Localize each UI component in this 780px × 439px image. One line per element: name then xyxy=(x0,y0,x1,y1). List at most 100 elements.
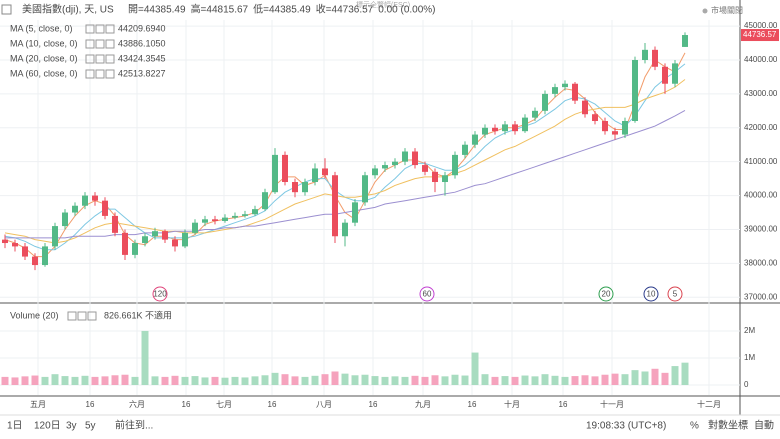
zoom-hint: 標示全覽幅(ESC) xyxy=(356,0,410,9)
volume-bar xyxy=(391,376,399,385)
auto-button[interactable]: 自動 xyxy=(754,419,774,432)
legend-button[interactable] xyxy=(85,54,95,64)
x-tick-label: 十二月 xyxy=(697,399,721,409)
candle-body xyxy=(212,219,218,221)
volume-bar xyxy=(91,376,99,385)
legend-button[interactable] xyxy=(77,311,87,321)
y-tick-label: 41000.00 xyxy=(744,157,778,166)
legend-button[interactable] xyxy=(85,39,95,49)
candle-body xyxy=(252,209,258,215)
volume-bar xyxy=(371,376,379,385)
market-status: 市場關閉 xyxy=(711,5,743,15)
lookback-marker xyxy=(643,286,659,302)
volume-bar xyxy=(631,370,639,385)
x-tick-label: 七月 xyxy=(216,400,232,409)
legend-name: MA (60, close, 0) xyxy=(10,68,78,78)
legend-button[interactable] xyxy=(67,311,77,321)
legend-button[interactable] xyxy=(105,39,115,49)
range-button[interactable]: 5y xyxy=(85,421,96,432)
volume-bar xyxy=(361,374,369,385)
candle-body xyxy=(232,215,238,218)
volume-bar xyxy=(431,375,439,385)
volume-bar xyxy=(451,374,459,385)
volume-bar xyxy=(181,376,189,385)
x-tick-label: 十月 xyxy=(504,399,520,409)
range-button[interactable]: 3y xyxy=(66,421,77,432)
range-button[interactable]: 1日 xyxy=(7,421,23,432)
legend-value: 44209.6940 xyxy=(118,23,166,33)
volume-bar xyxy=(111,375,119,385)
candle-body xyxy=(282,154,288,183)
legend-button[interactable] xyxy=(85,24,95,34)
volume-bar xyxy=(211,376,219,385)
volume-bar xyxy=(291,376,299,385)
volume-bar xyxy=(571,376,579,385)
volume-bar xyxy=(381,376,389,385)
x-tick-label: 16 xyxy=(182,400,191,409)
volume-bar xyxy=(11,377,19,385)
legend-button[interactable] xyxy=(95,24,105,34)
legend-button[interactable] xyxy=(95,69,105,79)
x-tick-label: 16 xyxy=(559,400,568,409)
candle-body xyxy=(352,202,358,223)
lookback-marker xyxy=(667,286,683,302)
candle-body xyxy=(322,168,328,176)
candle-body xyxy=(112,215,118,233)
candle-body xyxy=(342,222,348,237)
y-tick-label: 37000.00 xyxy=(744,292,778,301)
legend-button[interactable] xyxy=(95,54,105,64)
y-tick-label: 38000.00 xyxy=(744,258,778,267)
volume-bar xyxy=(601,374,609,385)
volume-bar xyxy=(471,352,479,385)
legend-button[interactable] xyxy=(105,69,115,79)
change: 0.00 (0.00%) xyxy=(378,5,435,16)
x-tick-label: 16 xyxy=(468,400,477,409)
ma-line xyxy=(5,109,686,239)
legend-button[interactable] xyxy=(85,69,95,79)
volume-bar xyxy=(141,330,149,385)
clock: 19:08:33 (UTC+8) xyxy=(586,421,666,432)
volume-bar xyxy=(321,374,329,385)
volume-bar xyxy=(611,373,619,385)
candle-body xyxy=(512,124,518,132)
status-dot xyxy=(702,8,708,14)
candle-body xyxy=(102,200,108,216)
candle-body xyxy=(432,171,438,183)
range-button[interactable]: 120日 xyxy=(34,421,61,432)
volume-bar xyxy=(551,375,559,385)
volume-bar xyxy=(511,376,519,385)
candle-body xyxy=(192,222,198,233)
legend-button[interactable] xyxy=(105,54,115,64)
y-tick-label: 39000.00 xyxy=(744,225,778,234)
volume-bar xyxy=(71,376,79,385)
volume-bar xyxy=(671,366,679,385)
candle-body xyxy=(2,239,8,244)
volume-bar xyxy=(251,376,259,385)
legend-button[interactable] xyxy=(87,311,97,321)
collapse-icon[interactable] xyxy=(1,4,12,15)
legend-value: 43424.3545 xyxy=(118,53,166,63)
legend-button[interactable] xyxy=(95,39,105,49)
y-tick-label: 42000.00 xyxy=(744,123,778,132)
volume-bar xyxy=(531,376,539,385)
volume-bar xyxy=(171,375,179,385)
candle-body xyxy=(22,246,28,257)
volume-bar xyxy=(621,374,629,385)
log-button[interactable]: 對數坐標 xyxy=(708,419,748,432)
volume-bar xyxy=(51,374,59,385)
percent-button[interactable]: % xyxy=(690,421,699,432)
lookback-marker xyxy=(152,286,168,302)
candle-body xyxy=(162,231,168,240)
volume-bar xyxy=(681,362,689,385)
volume-bar xyxy=(131,376,139,385)
legend-button[interactable] xyxy=(105,24,115,34)
volume-bar xyxy=(271,372,279,385)
legend-name: MA (10, close, 0) xyxy=(10,38,78,48)
volume-bar xyxy=(81,375,89,385)
candle-body xyxy=(362,175,368,203)
x-tick-label: 16 xyxy=(268,400,277,409)
volume-bar xyxy=(101,376,109,385)
goto-button[interactable]: 前往到... xyxy=(115,419,153,432)
